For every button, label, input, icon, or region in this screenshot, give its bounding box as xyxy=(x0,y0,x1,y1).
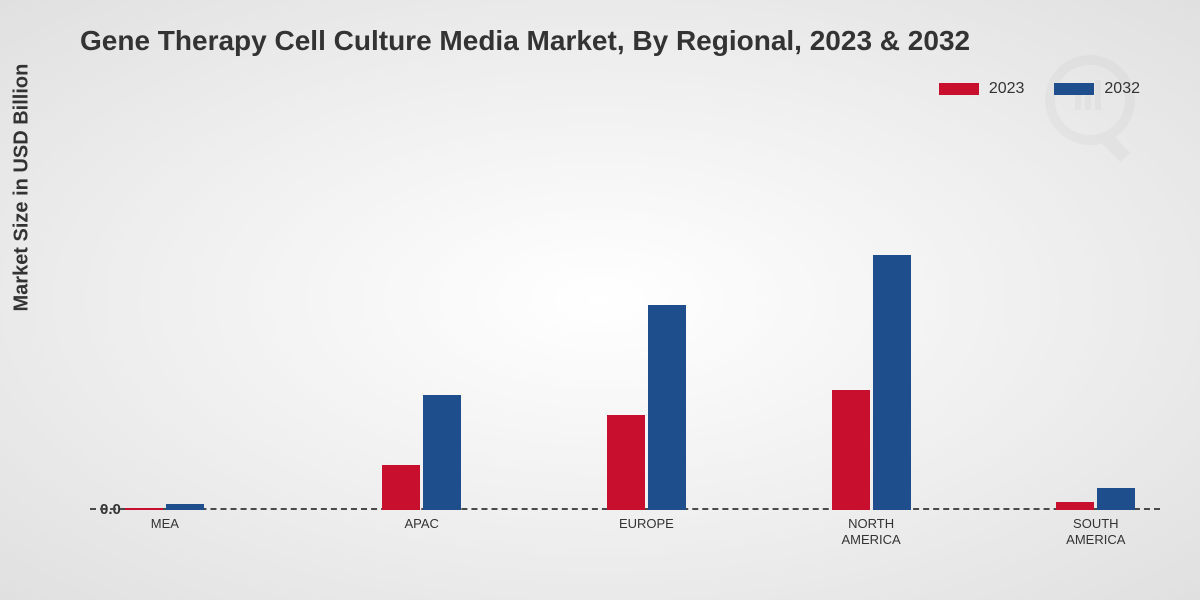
bar-group-north-america xyxy=(832,255,911,510)
legend-label-2023: 2023 xyxy=(989,80,1025,98)
x-axis-labels: MEA APAC EUROPE NORTH AMERICA SOUTH AMERICA xyxy=(90,516,1160,566)
legend-swatch-2023 xyxy=(939,83,979,95)
y-axis-label: Market Size in USD Billion xyxy=(11,64,34,312)
bar-europe-2023 xyxy=(607,415,645,510)
bar-mea-2032 xyxy=(166,504,204,510)
legend-item-2023: 2023 xyxy=(939,80,1025,98)
legend-label-2032: 2032 xyxy=(1104,80,1140,98)
bar-europe-2032 xyxy=(648,305,686,510)
legend-swatch-2032 xyxy=(1054,83,1094,95)
legend: 2023 2032 xyxy=(939,80,1140,98)
bar-apac-2032 xyxy=(423,395,461,510)
bar-mea-2023 xyxy=(125,508,163,510)
plot-area: 0.0 xyxy=(90,110,1160,510)
xlabel-europe: EUROPE xyxy=(619,516,674,532)
bar-group-mea xyxy=(125,504,204,510)
bar-group-europe xyxy=(607,305,686,510)
bar-north-america-2023 xyxy=(832,390,870,510)
bar-group-south-america xyxy=(1056,488,1135,510)
bar-south-america-2032 xyxy=(1097,488,1135,510)
bar-south-america-2023 xyxy=(1056,502,1094,510)
xlabel-mea: MEA xyxy=(151,516,179,532)
legend-item-2032: 2032 xyxy=(1054,80,1140,98)
bar-north-america-2032 xyxy=(873,255,911,510)
chart-title: Gene Therapy Cell Culture Media Market, … xyxy=(80,25,970,57)
xlabel-south-america: SOUTH AMERICA xyxy=(1066,516,1125,547)
bar-apac-2023 xyxy=(382,465,420,510)
xlabel-apac: APAC xyxy=(404,516,438,532)
bar-group-apac xyxy=(382,395,461,510)
xlabel-north-america: NORTH AMERICA xyxy=(841,516,900,547)
